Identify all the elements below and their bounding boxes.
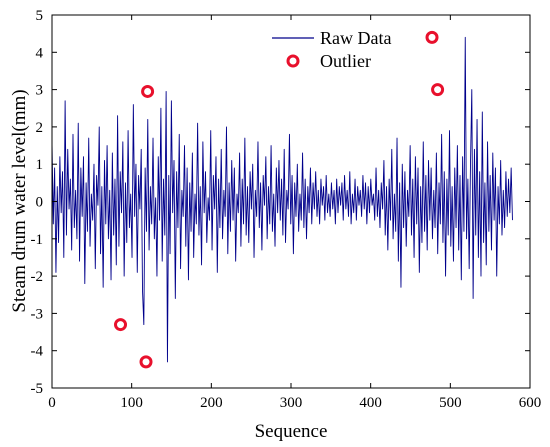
- raw-data-line: [51, 36, 513, 363]
- x-tick-label: 500: [439, 395, 462, 411]
- y-tick-label: -3: [31, 306, 44, 322]
- outlier-marker: [425, 30, 439, 44]
- outlier-layer: [114, 30, 445, 369]
- y-tick-label: -2: [31, 269, 44, 285]
- y-tick-label: -4: [31, 344, 44, 360]
- outlier-marker: [431, 83, 445, 97]
- x-tick-label: 400: [359, 395, 382, 411]
- x-tick-label: 0: [48, 395, 56, 411]
- outlier-marker: [114, 318, 128, 332]
- x-tick-label: 600: [519, 395, 542, 411]
- y-tick-label: 4: [36, 45, 44, 61]
- outlier-marker: [141, 84, 155, 98]
- legend-outlier-label: Outlier: [320, 51, 371, 71]
- y-tick-label: 1: [36, 157, 44, 173]
- y-tick-label: -1: [31, 232, 44, 248]
- legend-outlier-marker: [286, 54, 300, 68]
- y-axis-title: Steam drum water level(mm): [9, 89, 30, 312]
- x-tick-label: 100: [120, 395, 143, 411]
- tick-layer: 0 100 200 300 400 500 600 -5 -4 -3 -2 -1 0 1 2 3 4 5: [31, 8, 542, 411]
- legend: Raw Data Outlier: [272, 28, 391, 71]
- x-tick-label: 300: [280, 395, 303, 411]
- y-tick-label: 5: [36, 8, 44, 24]
- series-layer: [51, 36, 513, 363]
- outlier-marker: [139, 355, 153, 369]
- legend-raw-label: Raw Data: [320, 28, 391, 48]
- y-tick-label: 3: [36, 83, 44, 99]
- x-tick-label: 200: [200, 395, 223, 411]
- y-tick-label: -5: [31, 381, 44, 397]
- y-tick-label: 2: [36, 120, 44, 136]
- x-axis-title: Sequence: [255, 421, 328, 442]
- y-tick-label: 0: [36, 195, 44, 211]
